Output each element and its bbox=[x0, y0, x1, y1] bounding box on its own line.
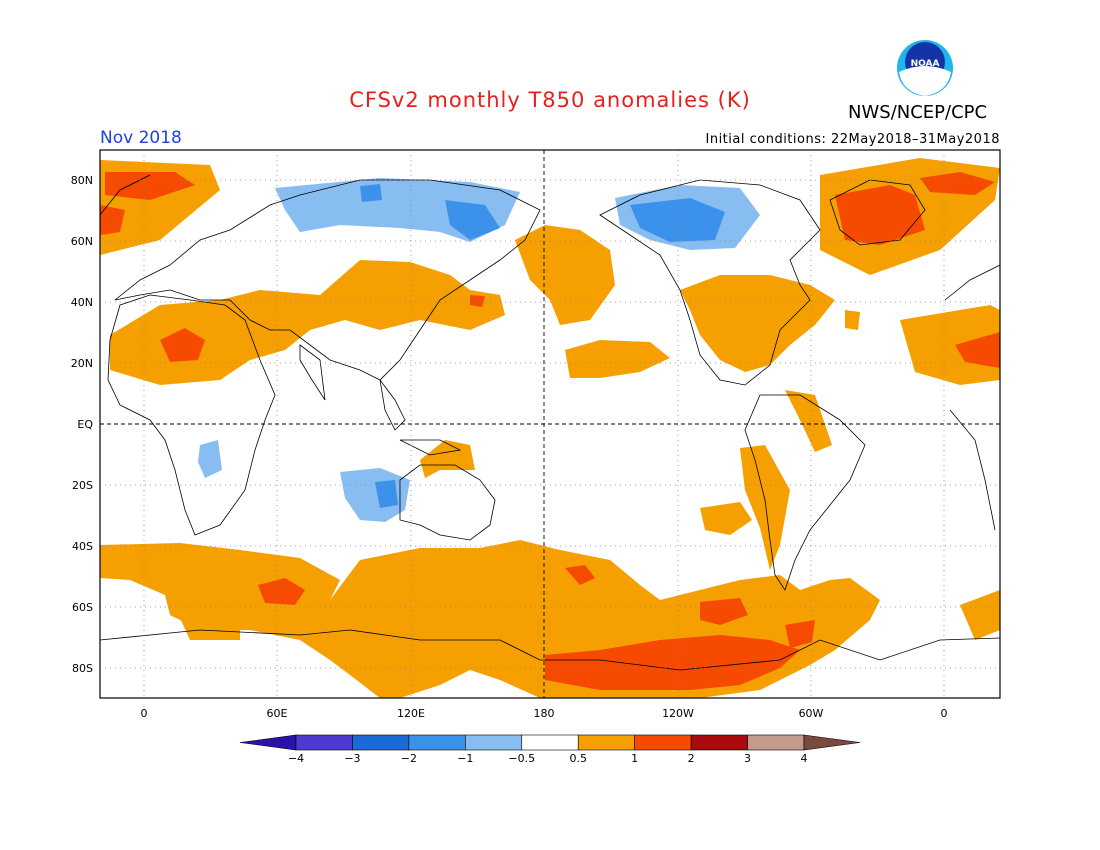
lat-label: 20N bbox=[71, 357, 93, 370]
colorbar-label: 3 bbox=[744, 752, 751, 765]
lat-label: 60S bbox=[72, 601, 93, 614]
lon-label: 180 bbox=[534, 707, 555, 720]
lat-label: 60N bbox=[71, 235, 93, 248]
colorbar-label: −0.5 bbox=[508, 752, 535, 765]
colorbar-swatch bbox=[577, 734, 635, 751]
colorbar-swatch bbox=[465, 734, 523, 751]
lon-label: 60W bbox=[799, 707, 824, 720]
lon-label: 0 bbox=[141, 707, 148, 720]
lat-label: 20S bbox=[72, 479, 93, 492]
noaa-logo-icon: NOAA bbox=[897, 40, 953, 96]
lon-label: 0 bbox=[941, 707, 948, 720]
coastlines bbox=[100, 174, 1000, 671]
colorbar-label: −4 bbox=[288, 752, 304, 765]
noaa-logo-text: NOAA bbox=[911, 59, 940, 69]
colorbar-swatch bbox=[352, 734, 410, 751]
chart-title: CFSv2 monthly T850 anomalies (K) bbox=[349, 88, 751, 112]
colorbar-label: 1 bbox=[631, 752, 638, 765]
map-frame bbox=[99, 149, 1001, 699]
colorbar-swatch bbox=[295, 734, 353, 751]
colorbar-label: 4 bbox=[801, 752, 808, 765]
colorbar-swatch bbox=[747, 734, 805, 751]
lat-label: 40S bbox=[72, 540, 93, 553]
colorbar-swatch bbox=[239, 734, 297, 751]
valid-month-label: Nov 2018 bbox=[100, 128, 182, 148]
agency-label: NWS/NCEP/CPC bbox=[848, 102, 988, 123]
lon-label: 60E bbox=[267, 707, 288, 720]
lat-label: EQ bbox=[77, 418, 93, 431]
colorbar-label: 0.5 bbox=[569, 752, 587, 765]
colorbar-label: −3 bbox=[344, 752, 360, 765]
lat-axis: 80N 60N 40N 20N EQ 20S 40S 60S 80S bbox=[71, 174, 94, 675]
lon-label: 120E bbox=[397, 707, 425, 720]
lon-label: 120W bbox=[662, 707, 694, 720]
colorbar-swatch bbox=[408, 734, 466, 751]
colorbar-label: −2 bbox=[401, 752, 417, 765]
colorbar-swatch bbox=[521, 734, 579, 751]
graticule bbox=[100, 150, 1000, 698]
lat-label: 40N bbox=[71, 296, 93, 309]
colorbar-swatch bbox=[803, 734, 861, 751]
colorbar-label: 2 bbox=[688, 752, 695, 765]
initial-conditions-label: Initial conditions: 22May2018–31May2018 bbox=[705, 132, 1000, 147]
lon-axis: 0 60E 120E 180 120W 60W 0 bbox=[141, 707, 948, 720]
colorbar-label: −1 bbox=[457, 752, 473, 765]
colorbar: −4 −3 −2 −1 −0.5 0.5 1 2 3 4 bbox=[239, 734, 861, 765]
reference-lines bbox=[100, 150, 1000, 698]
lat-label: 80N bbox=[71, 174, 93, 187]
lat-label: 80S bbox=[72, 662, 93, 675]
colorbar-swatch bbox=[690, 734, 748, 751]
colorbar-swatch bbox=[634, 734, 692, 751]
